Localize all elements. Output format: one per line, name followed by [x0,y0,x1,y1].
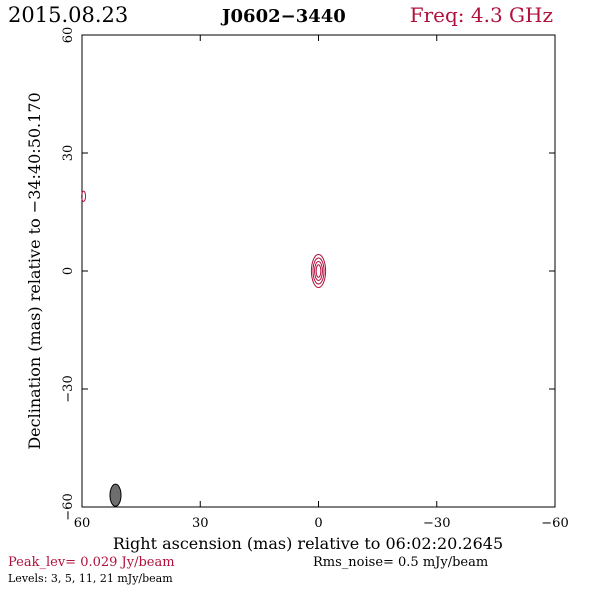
peak-level: Peak_lev= 0.029 Jy/beam [8,555,175,570]
y-tick-label: 60 [61,27,76,44]
x-axis-label: Right ascension (mas) relative to 06:02:… [113,534,503,553]
contour-level [310,253,327,289]
contour-level [314,261,323,281]
x-tick-label: −60 [541,516,568,531]
x-tick-label: −30 [423,516,450,531]
x-tick-labels: 60 30 0 −30 −60 [74,516,569,531]
beam-ellipse [109,483,122,507]
plot-frame [81,34,556,508]
contour-level [81,190,87,202]
y-axis-label: Declination (mas) relative to −34:40:50.… [25,92,44,449]
y-tick-label: 30 [61,145,76,162]
frequency-label: Freq: 4.3 GHz [410,3,553,27]
rms-noise: Rms_noise= 0.5 mJy/beam [313,555,488,570]
x-tick-label: 0 [314,516,322,531]
beam-group [109,483,122,507]
source-name: J0602−3440 [220,6,346,27]
observation-date: 2015.08.23 [8,3,128,27]
axis-ticks [81,34,556,508]
x-tick-label: 60 [74,516,91,531]
y-tick-label: 0 [61,267,76,275]
y-tick-label: −30 [61,375,76,402]
contour-level [312,257,325,285]
contour-set [81,190,327,289]
y-tick-labels: −60 −30 0 30 60 [61,27,76,521]
contour-levels: Levels: 3, 5, 11, 21 mJy/beam [8,572,173,585]
y-tick-label: −60 [61,493,76,520]
contour-level [315,264,322,278]
x-tick-label: 30 [192,516,209,531]
